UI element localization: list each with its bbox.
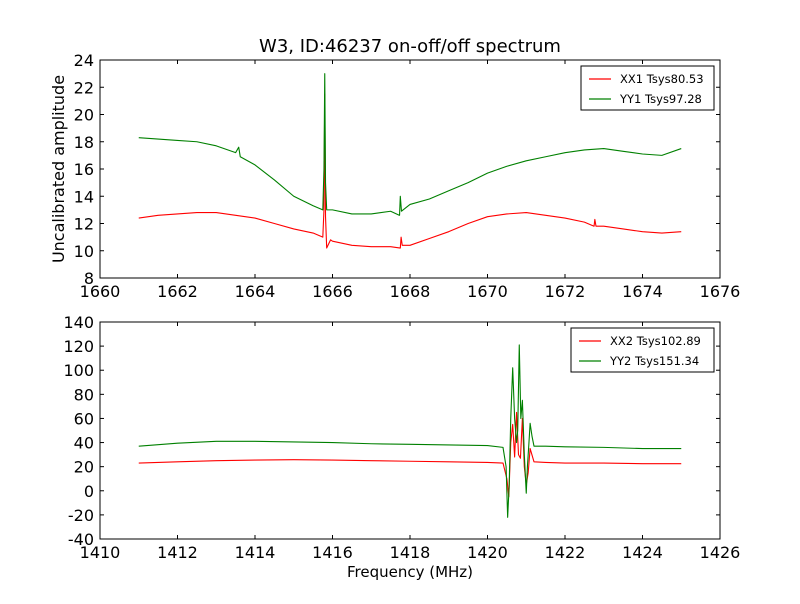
x-tick-label: 1660 (80, 282, 121, 301)
series-line-yy2 (138, 344, 682, 518)
y-tick-label: 120 (63, 337, 94, 356)
x-axis-label: Frequency (MHz) (347, 563, 473, 581)
y-tick-label: -20 (68, 506, 94, 525)
y-tick-label: 24 (74, 51, 94, 70)
y-tick-label: 18 (74, 133, 94, 152)
legend-label: YY2 Tsys151.34 (609, 354, 699, 368)
y-tick-label: 12 (74, 215, 94, 234)
legend: XX2 Tsys102.89 YY2 Tsys151.34 (570, 327, 715, 373)
y-tick-label: 40 (74, 434, 94, 453)
series-line-yy1 (138, 73, 682, 216)
x-tick-label: 1412 (157, 543, 198, 562)
legend-label: XX2 Tsys102.89 (610, 334, 701, 348)
x-tick-label: 1416 (312, 543, 353, 562)
x-tick-label: 1668 (390, 282, 431, 301)
legend-label: XX1 Tsys80.53 (620, 72, 704, 86)
x-tick-label: 1674 (622, 282, 663, 301)
y-tick-label: -40 (68, 530, 94, 549)
y-tick-label: 14 (74, 187, 94, 206)
x-tick-label: 1670 (467, 282, 508, 301)
y-tick-label: 60 (74, 409, 94, 428)
y-tick-label: 10 (74, 242, 94, 261)
chart-title: W3, ID:46237 on-off/off spectrum (259, 36, 561, 57)
x-tick-label: 1410 (80, 543, 121, 562)
x-tick-label: 1424 (622, 543, 663, 562)
y-tick-label: 20 (74, 106, 94, 125)
y-tick-label: 0 (84, 482, 94, 501)
legend: XX1 Tsys80.53 YY1 Tsys97.28 (580, 65, 715, 111)
x-tick-label: 1672 (545, 282, 586, 301)
x-tick-label: 1426 (700, 543, 741, 562)
y-tick-label: 80 (74, 385, 94, 404)
x-tick-label: 1666 (312, 282, 353, 301)
x-tick-label: 1664 (235, 282, 276, 301)
x-tick-label: 1422 (545, 543, 586, 562)
panel-1: 1660 1662 1664 1666 1668 1670 1672 1674 1676 8 10 1… (49, 36, 740, 301)
series-line-xx2 (138, 411, 682, 498)
y-tick-label: 22 (74, 78, 94, 97)
y-tick-label: 140 (63, 313, 94, 332)
legend-label: YY1 Tsys97.28 (619, 92, 702, 106)
y-axis-label: Uncalibrated amplitude (49, 75, 68, 263)
x-tick-label: 1662 (157, 282, 198, 301)
x-tick-label: 1420 (467, 543, 508, 562)
panel-2: 1410 1412 1414 1416 1418 1420 1422 1424 1426 -40 -… (63, 313, 740, 581)
x-tick-label: 1676 (700, 282, 741, 301)
y-tick-label: 20 (74, 458, 94, 477)
y-tick-label: 16 (74, 160, 94, 179)
y-tick-label: 8 (84, 269, 94, 288)
y-tick-label: 100 (63, 361, 94, 380)
x-tick-label: 1414 (235, 543, 276, 562)
legend-box (580, 65, 715, 111)
legend-box (570, 327, 715, 373)
x-tick-label: 1418 (390, 543, 431, 562)
series-line-xx1 (138, 93, 682, 249)
